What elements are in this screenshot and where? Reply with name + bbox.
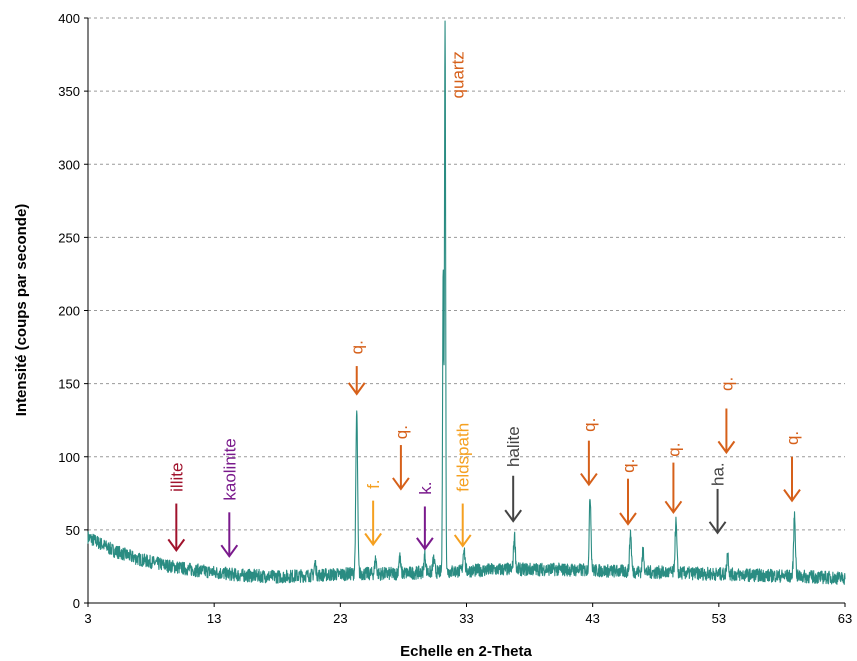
x-tick-label: 53 [712, 611, 726, 626]
x-axis-ticks: 3 13 23 33 43 53 63 [84, 603, 852, 626]
annotation-label: q. [664, 443, 683, 457]
annotation-label: q. [619, 459, 638, 473]
annotation-label: f. [364, 479, 383, 488]
annotation: q. [392, 425, 411, 491]
y-tick-label: 250 [58, 230, 80, 245]
annotation: q. [783, 431, 802, 503]
y-axis-ticks: 0 50 100 150 200 250 300 350 400 [58, 11, 88, 611]
annotation: illite [167, 463, 186, 553]
annotation-arrowhead [708, 521, 727, 535]
x-tick-label: 13 [207, 611, 221, 626]
y-tick-label: 400 [58, 11, 80, 26]
annotation: halite [504, 426, 523, 523]
annotation-arrowhead [717, 440, 736, 455]
x-tick-label: 43 [585, 611, 599, 626]
annotation-label: illite [167, 463, 186, 492]
annotation-arrowhead [220, 544, 239, 558]
y-axis-title: Intensité (coups par seconde) [13, 204, 30, 417]
annotation-label: q. [783, 431, 802, 445]
x-axis-title: Echelle en 2-Theta [400, 643, 532, 660]
annotation-arrowhead [347, 382, 366, 396]
y-tick-label: 350 [58, 84, 80, 99]
phase-annotations: illite kaolinite q. f. q. k. feldspath halite q.… [167, 51, 802, 558]
x-tick-label: 23 [333, 611, 347, 626]
annotation-arrowhead [664, 500, 683, 515]
annotation-label: q. [717, 377, 736, 391]
x-tick-label: 33 [459, 611, 473, 626]
annotation-arrowhead [416, 537, 434, 551]
grid-lines [88, 90, 845, 531]
annotation-arrowhead [167, 538, 186, 553]
quartz-label: quartz [449, 51, 468, 98]
series-line [87, 20, 846, 585]
y-tick-label: 200 [58, 304, 80, 319]
annotation-arrowhead [392, 477, 410, 491]
annotation: kaolinite [220, 438, 239, 558]
annotation-arrowhead [453, 534, 472, 548]
y-tick-label: 300 [58, 157, 80, 172]
annotation: q. [347, 340, 367, 396]
annotation-arrowhead [783, 489, 801, 503]
annotation-label: ha. [709, 462, 728, 486]
annotation-arrowhead [580, 472, 598, 487]
annotation-label: halite [504, 426, 523, 467]
annotation-label: q. [348, 340, 367, 354]
annotation-arrowhead [504, 509, 522, 523]
y-tick-label: 100 [58, 450, 80, 465]
annotation: q. [664, 443, 683, 515]
y-tick-label: 150 [58, 377, 80, 392]
y-tick-label: 0 [73, 596, 80, 611]
annotation-arrowhead [364, 532, 382, 547]
annotation-label: q. [580, 418, 599, 432]
y-tick-label: 50 [66, 523, 80, 538]
annotation: ha. [708, 462, 728, 535]
annotation-arrowhead [619, 512, 637, 526]
series-intensity [87, 20, 846, 585]
x-tick-label: 3 [84, 611, 91, 626]
annotation-label: feldspath [454, 423, 473, 492]
annotation-label: k. [416, 482, 435, 495]
annotation: f. [364, 479, 383, 547]
annotation: k. [416, 482, 435, 551]
annotation-label: q. [392, 425, 411, 439]
annotation: q. [580, 418, 599, 487]
annotation: feldspath [453, 423, 473, 548]
annotation-label: kaolinite [220, 438, 239, 500]
annotation: q. [619, 459, 638, 526]
x-tick-label: 63 [838, 611, 852, 626]
annotation: q. [717, 377, 736, 455]
